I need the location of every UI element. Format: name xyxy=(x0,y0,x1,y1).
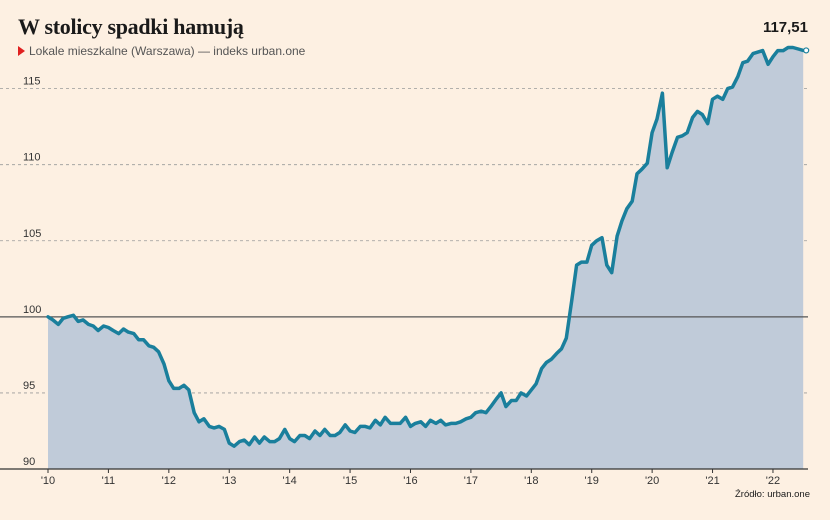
chart-title: W stolicy spadki hamują xyxy=(18,14,244,39)
y-tick-labels: 90 95 100 105 110 115 xyxy=(23,76,41,468)
y-tick-label: 110 xyxy=(23,152,41,164)
y-tick-label: 115 xyxy=(23,76,41,88)
last-point-marker xyxy=(803,47,810,54)
x-tick-label: '20 xyxy=(645,475,659,487)
y-tick-label: 100 xyxy=(23,304,41,316)
x-tick-label: '16 xyxy=(403,475,417,487)
x-tick-label: '13 xyxy=(222,475,236,487)
x-tick-label: '10 xyxy=(41,475,55,487)
x-tick-label: '14 xyxy=(282,475,296,487)
source-note: Źródło: urban.one xyxy=(735,489,810,500)
last-value-label: 117,51 xyxy=(762,19,808,36)
x-tick-label: '12 xyxy=(162,475,176,487)
x-tick-label: '21 xyxy=(705,475,719,487)
x-tick-label: '15 xyxy=(343,475,357,487)
chart-subtitle-text: Lokale mieszkalne (Warszawa) — indeks ur… xyxy=(29,44,306,58)
y-tick-label: 105 xyxy=(23,228,41,240)
y-tick-label: 95 xyxy=(23,380,35,392)
x-tick-label: '17 xyxy=(464,475,478,487)
x-tick-label: '19 xyxy=(585,475,599,487)
x-tick-label: '22 xyxy=(766,475,780,487)
y-tick-label: 90 xyxy=(23,456,35,468)
x-tick-labels: '10 '11 '12 '13 '14 '15 '16 '17 '18 '19 '20 '21 '22 xyxy=(41,469,780,487)
x-tick-label: '18 xyxy=(524,475,538,487)
x-tick-label: '11 xyxy=(102,475,116,487)
area-fill xyxy=(48,47,804,469)
red-triangle-marker-icon xyxy=(18,46,25,56)
chart-subtitle: Lokale mieszkalne (Warszawa) — indeks ur… xyxy=(18,44,305,58)
series-line xyxy=(46,45,805,448)
